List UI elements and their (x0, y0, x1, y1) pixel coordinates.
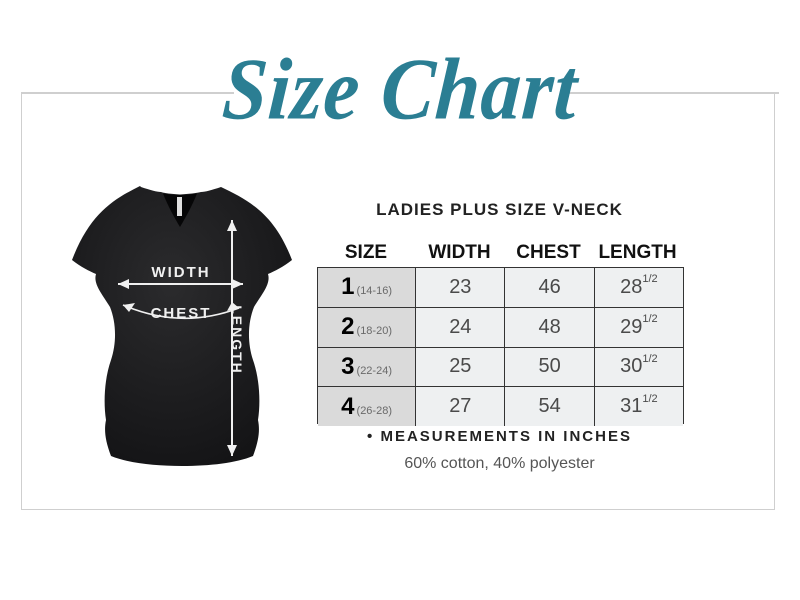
svg-text:LENGTH: LENGTH (229, 305, 245, 375)
svg-text:CHEST: CHEST (151, 305, 212, 322)
svg-text:WIDTH: WIDTH (151, 264, 210, 281)
